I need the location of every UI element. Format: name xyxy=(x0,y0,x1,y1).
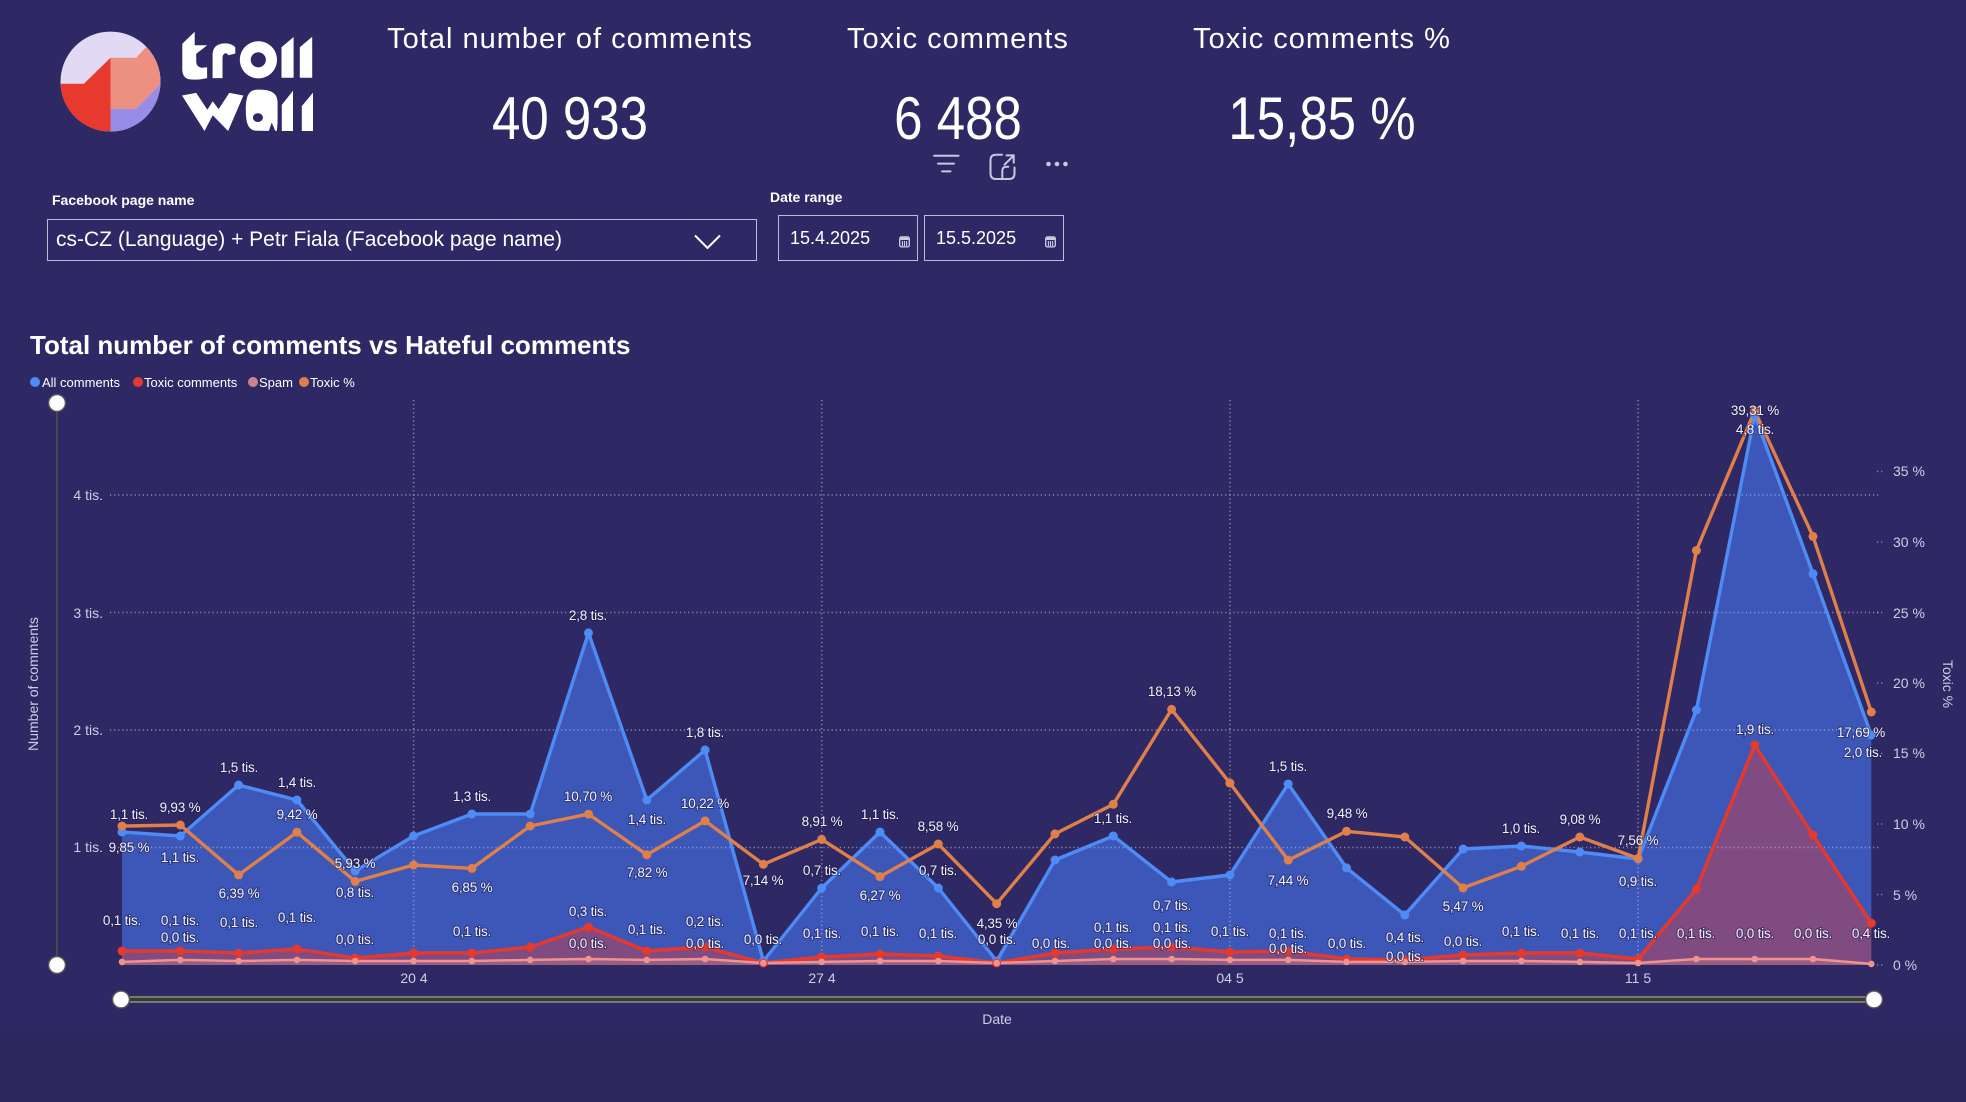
svg-text:1,1 tis.: 1,1 tis. xyxy=(1094,811,1132,826)
svg-text:4,35 %: 4,35 % xyxy=(977,916,1018,931)
svg-text:10 %: 10 % xyxy=(1893,816,1925,832)
svg-text:0,2 tis.: 0,2 tis. xyxy=(686,914,724,929)
svg-text:8,58 %: 8,58 % xyxy=(918,819,959,834)
svg-text:7,14 %: 7,14 % xyxy=(743,873,784,888)
svg-text:5,93 %: 5,93 % xyxy=(335,856,376,871)
svg-text:0,0 tis.: 0,0 tis. xyxy=(1736,926,1774,941)
svg-text:0,0 tis.: 0,0 tis. xyxy=(161,930,199,945)
svg-text:Toxic %: Toxic % xyxy=(1940,660,1956,708)
svg-text:9,85 %: 9,85 % xyxy=(109,840,150,855)
svg-text:6,85 %: 6,85 % xyxy=(452,880,493,895)
svg-text:0,1 tis.: 0,1 tis. xyxy=(1153,920,1191,935)
svg-text:1 tis.: 1 tis. xyxy=(73,839,103,855)
svg-text:0,1 tis.: 0,1 tis. xyxy=(1269,926,1307,941)
svg-text:0,0 tis.: 0,0 tis. xyxy=(686,936,724,951)
svg-text:1,1 tis.: 1,1 tis. xyxy=(861,807,899,822)
svg-text:5,47 %: 5,47 % xyxy=(1443,899,1484,914)
svg-text:04 5: 04 5 xyxy=(1216,970,1243,986)
svg-text:0,1 tis.: 0,1 tis. xyxy=(628,922,666,937)
svg-text:0,4 tis.: 0,4 tis. xyxy=(1852,926,1890,941)
svg-text:15 %: 15 % xyxy=(1893,745,1925,761)
svg-text:2,8 tis.: 2,8 tis. xyxy=(569,608,607,623)
svg-text:4 tis.: 4 tis. xyxy=(73,487,103,503)
svg-text:1,8 tis.: 1,8 tis. xyxy=(686,725,724,740)
svg-text:0,1 tis.: 0,1 tis. xyxy=(861,924,899,939)
svg-text:1,4 tis.: 1,4 tis. xyxy=(628,812,666,827)
svg-text:0,1 tis.: 0,1 tis. xyxy=(103,913,141,928)
svg-text:2 tis.: 2 tis. xyxy=(73,722,103,738)
svg-text:2,0 tis.: 2,0 tis. xyxy=(1844,745,1882,760)
svg-text:0,0 tis.: 0,0 tis. xyxy=(1386,949,1424,964)
svg-text:0 %: 0 % xyxy=(1893,957,1917,973)
svg-text:0,1 tis.: 0,1 tis. xyxy=(1502,924,1540,939)
svg-text:0,8 tis.: 0,8 tis. xyxy=(336,885,374,900)
svg-text:0,0 tis.: 0,0 tis. xyxy=(336,932,374,947)
svg-text:1,5 tis.: 1,5 tis. xyxy=(1269,759,1307,774)
svg-text:30 %: 30 % xyxy=(1893,534,1925,550)
svg-text:7,56 %: 7,56 % xyxy=(1618,833,1659,848)
svg-text:9,48 %: 9,48 % xyxy=(1327,806,1368,821)
svg-text:0,0 tis.: 0,0 tis. xyxy=(1032,936,1070,951)
svg-text:0,9 tis.: 0,9 tis. xyxy=(1619,874,1657,889)
svg-text:9,93 %: 9,93 % xyxy=(160,800,201,815)
svg-text:11 5: 11 5 xyxy=(1625,970,1651,986)
svg-text:5 %: 5 % xyxy=(1893,887,1917,903)
svg-text:0,7 tis.: 0,7 tis. xyxy=(803,863,841,878)
svg-text:0,1 tis.: 0,1 tis. xyxy=(1561,926,1599,941)
svg-text:0,1 tis.: 0,1 tis. xyxy=(803,926,841,941)
svg-text:18,13 %: 18,13 % xyxy=(1148,684,1196,699)
svg-text:17,69 %: 17,69 % xyxy=(1837,725,1885,740)
svg-text:27 4: 27 4 xyxy=(808,970,835,986)
svg-text:Date: Date xyxy=(982,1011,1012,1027)
svg-text:1,5 tis.: 1,5 tis. xyxy=(220,760,258,775)
svg-text:0,1 tis.: 0,1 tis. xyxy=(453,924,491,939)
svg-text:20 4: 20 4 xyxy=(400,970,427,986)
svg-text:8,91 %: 8,91 % xyxy=(802,814,843,829)
svg-text:35 %: 35 % xyxy=(1893,463,1925,479)
svg-text:6,39 %: 6,39 % xyxy=(219,886,260,901)
svg-text:0,1 tis.: 0,1 tis. xyxy=(1619,926,1657,941)
svg-text:0,0 tis.: 0,0 tis. xyxy=(569,936,607,951)
svg-text:20 %: 20 % xyxy=(1893,675,1925,691)
svg-text:0,1 tis.: 0,1 tis. xyxy=(161,913,199,928)
svg-text:0,1 tis.: 0,1 tis. xyxy=(919,926,957,941)
svg-text:0,1 tis.: 0,1 tis. xyxy=(1211,924,1249,939)
svg-text:25 %: 25 % xyxy=(1893,605,1925,621)
svg-text:39,31 %: 39,31 % xyxy=(1731,403,1779,418)
svg-text:1,9 tis.: 1,9 tis. xyxy=(1736,722,1774,737)
svg-text:10,22 %: 10,22 % xyxy=(681,796,729,811)
svg-text:Number of comments: Number of comments xyxy=(25,617,41,751)
svg-text:1,4 tis.: 1,4 tis. xyxy=(278,775,316,790)
svg-text:9,42 %: 9,42 % xyxy=(277,807,318,822)
svg-text:0,1 tis.: 0,1 tis. xyxy=(1094,920,1132,935)
svg-text:0,0 tis.: 0,0 tis. xyxy=(744,932,782,947)
svg-text:1,1 tis.: 1,1 tis. xyxy=(161,850,199,865)
svg-text:6,27 %: 6,27 % xyxy=(860,888,901,903)
svg-text:0,0 tis.: 0,0 tis. xyxy=(1328,936,1366,951)
svg-text:7,44 %: 7,44 % xyxy=(1268,873,1309,888)
svg-text:10,70 %: 10,70 % xyxy=(564,789,612,804)
svg-text:9,08 %: 9,08 % xyxy=(1560,812,1601,827)
svg-text:4,8 tis.: 4,8 tis. xyxy=(1736,422,1774,437)
svg-text:0,1 tis.: 0,1 tis. xyxy=(278,910,316,925)
svg-text:0,0 tis.: 0,0 tis. xyxy=(1794,926,1832,941)
svg-text:0,1 tis.: 0,1 tis. xyxy=(220,915,258,930)
svg-text:1,3 tis.: 1,3 tis. xyxy=(453,789,491,804)
svg-text:0,3 tis.: 0,3 tis. xyxy=(569,904,607,919)
svg-text:0,0 tis.: 0,0 tis. xyxy=(1094,936,1132,951)
svg-text:1,1 tis.: 1,1 tis. xyxy=(110,807,148,822)
svg-text:0,0 tis.: 0,0 tis. xyxy=(1444,934,1482,949)
svg-text:0,7 tis.: 0,7 tis. xyxy=(1153,898,1191,913)
svg-text:0,7 tis.: 0,7 tis. xyxy=(919,863,957,878)
svg-text:1,0 tis.: 1,0 tis. xyxy=(1502,821,1540,836)
svg-text:0,0 tis.: 0,0 tis. xyxy=(1269,941,1307,956)
svg-text:0,0 tis.: 0,0 tis. xyxy=(1153,936,1191,951)
svg-text:0,0 tis.: 0,0 tis. xyxy=(978,932,1016,947)
svg-text:0,1 tis.: 0,1 tis. xyxy=(1677,926,1715,941)
svg-text:3 tis.: 3 tis. xyxy=(73,605,103,621)
svg-text:0,4 tis.: 0,4 tis. xyxy=(1386,930,1424,945)
svg-text:7,82 %: 7,82 % xyxy=(627,865,668,880)
